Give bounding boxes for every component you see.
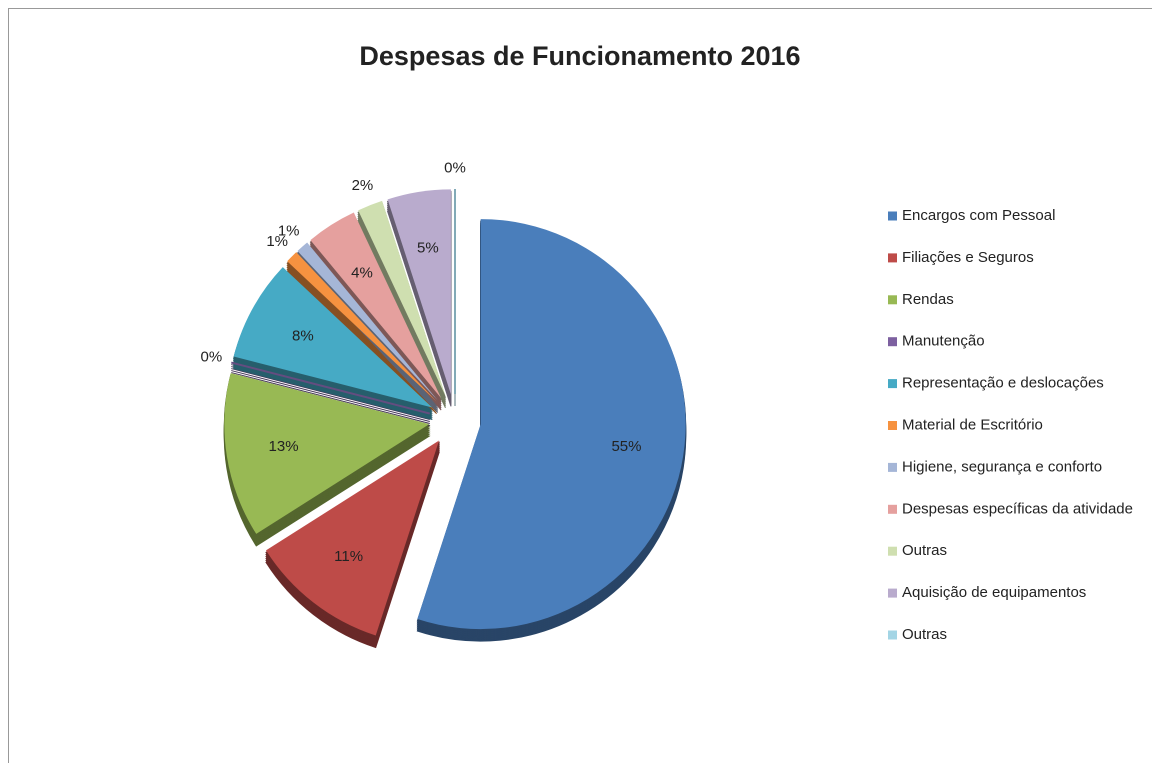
slice <box>310 212 442 399</box>
slice <box>387 189 451 395</box>
legend-label: Material de Escritório <box>902 416 1043 433</box>
legend-label: Outras <box>902 542 947 559</box>
legend-label: Encargos com Pessoal <box>902 207 1055 224</box>
legend-label: Representação e deslocações <box>902 375 1104 392</box>
legend-label: Manutenção <box>902 333 985 350</box>
slice <box>231 361 431 415</box>
legend-label: Rendas <box>902 291 954 308</box>
legend-swatch <box>888 379 897 389</box>
legend-swatch <box>888 253 897 263</box>
legend-label: Aquisição de equipamentos <box>902 584 1086 601</box>
data-label: 13% <box>269 438 299 455</box>
slice <box>265 440 440 636</box>
slice <box>358 200 446 396</box>
slice <box>287 252 437 402</box>
slice <box>297 242 438 401</box>
data-label: 1% <box>278 222 300 239</box>
data-label: 5% <box>417 240 439 257</box>
legend-swatch <box>888 546 897 556</box>
slice <box>224 373 430 534</box>
data-label: 8% <box>292 327 314 344</box>
data-label: 0% <box>444 159 466 176</box>
legend-swatch <box>888 211 897 221</box>
legend-swatch <box>888 462 897 472</box>
slice-side <box>231 372 430 425</box>
legend-swatch <box>888 295 897 305</box>
chart-title: Despesas de Funcionamento 2016 <box>359 41 800 71</box>
slice-side <box>231 370 430 423</box>
legend-label: Filiações e Seguros <box>902 249 1034 266</box>
legend-swatch <box>888 588 897 598</box>
data-label: 2% <box>352 177 374 194</box>
slice-side <box>231 368 430 421</box>
legend-label: Outras <box>902 626 947 643</box>
legend-swatch <box>888 337 897 347</box>
data-label: 1% <box>266 233 288 250</box>
legend-swatch <box>888 630 897 640</box>
slice <box>233 267 433 408</box>
legend-label: Despesas específicas da atividade <box>902 500 1133 517</box>
legend-swatch <box>888 504 897 514</box>
slice <box>417 219 686 630</box>
data-label: 11% <box>334 548 363 565</box>
data-label: 4% <box>351 264 373 281</box>
legend-swatch <box>888 421 897 430</box>
data-label: 0% <box>201 348 223 365</box>
data-label: 55% <box>611 438 641 455</box>
legend-label: Higiene, segurança e conforto <box>902 458 1102 475</box>
